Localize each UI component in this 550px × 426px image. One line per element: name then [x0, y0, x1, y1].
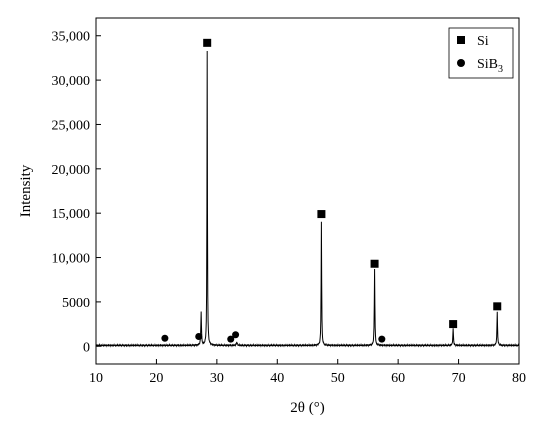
legend: Si SiB3 [448, 27, 514, 79]
peak-markers [161, 38, 502, 343]
plot-frame [95, 17, 520, 365]
x-tick-label: 40 [270, 371, 284, 386]
y-tick-label: 5000 [62, 296, 90, 311]
y-tick-label: 25,000 [52, 118, 91, 133]
si-peak-marker [449, 320, 458, 329]
si-peak-marker [493, 302, 502, 311]
x-tick-label: 50 [331, 371, 345, 386]
x-tick-label: 20 [149, 371, 163, 386]
y-tick-label: 35,000 [52, 30, 91, 45]
x-tick-label: 60 [391, 371, 405, 386]
x-tick-label: 70 [452, 371, 466, 386]
legend-box [448, 27, 514, 79]
xrd-trace-line [95, 51, 520, 348]
x-tick-label: 10 [89, 371, 103, 386]
legend-si-label: Si [477, 34, 489, 49]
y-tick-label: 10,000 [52, 252, 91, 267]
x-axis-title: 2θ (°) [290, 400, 324, 416]
y-tick-label: 20,000 [52, 163, 91, 178]
y-axis-ticks: 0 5000 10,000 15,000 20,000 25,000 30,000 35,00… [52, 30, 101, 355]
y-tick-label: 0 [83, 340, 90, 355]
x-tick-label: 30 [210, 371, 224, 386]
legend-sib3-label: SiB3 [477, 57, 503, 75]
sib3-peak-marker [227, 335, 235, 343]
sib3-peak-marker [195, 332, 203, 340]
x-tick-label: 80 [512, 371, 526, 386]
legend-sib3-subscript: 3 [498, 64, 503, 75]
sib3-peak-marker [378, 335, 386, 343]
sib3-peak-marker [161, 334, 169, 342]
y-axis-title: Intensity [18, 164, 34, 217]
sib3-peak-marker [232, 331, 240, 339]
x-axis-ticks: 10 20 30 40 50 60 70 80 [89, 359, 526, 386]
si-peak-marker [317, 210, 326, 219]
legend-sib3-main: SiB [477, 57, 498, 72]
y-tick-label: 30,000 [52, 74, 91, 89]
si-peak-marker [370, 259, 379, 268]
legend-sib3-marker [457, 59, 465, 67]
y-tick-label: 15,000 [52, 207, 91, 222]
si-peak-marker [203, 38, 212, 47]
legend-si-marker [457, 36, 465, 44]
